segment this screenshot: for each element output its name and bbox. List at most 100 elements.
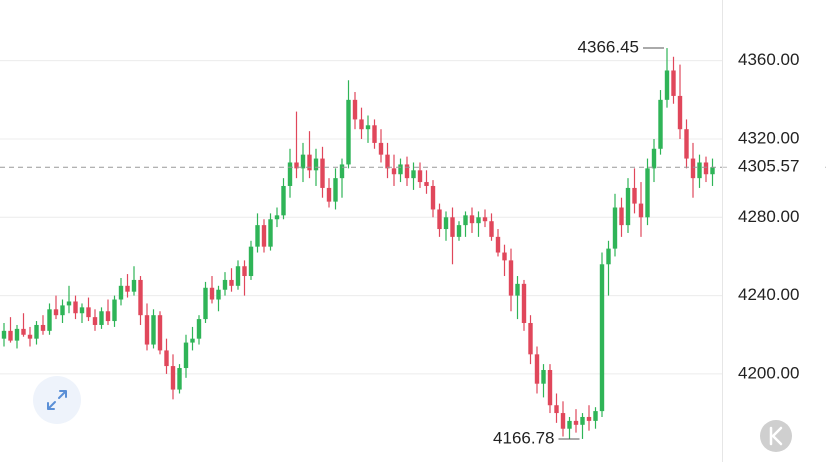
candle-body (411, 170, 416, 179)
candle-body (281, 185, 286, 216)
y-tick-label: 4360.00 (738, 50, 799, 69)
candle-body (612, 207, 618, 249)
candle-body (606, 248, 611, 265)
candle-body (378, 142, 384, 155)
candle-body (125, 285, 130, 292)
candle-body (157, 315, 163, 351)
y-tick-label: 4320.00 (738, 128, 799, 147)
candle-body (326, 187, 332, 202)
candle-body (502, 252, 507, 261)
expand-button-bg (33, 376, 81, 424)
candle-body (404, 164, 410, 179)
candle-body (86, 307, 91, 318)
candle-body (144, 315, 150, 345)
candle-body (671, 70, 676, 96)
min-price-label: 4166.78 (493, 428, 554, 447)
candle-body (625, 187, 631, 226)
candle-body (638, 203, 644, 218)
candle-body (307, 154, 312, 171)
candle-body (261, 225, 267, 247)
candle-body (346, 99, 351, 165)
candle-body (599, 264, 605, 412)
candle-body (398, 164, 403, 175)
candle-body (385, 154, 390, 169)
y-tick-label: 4200.00 (738, 363, 799, 382)
candle-body (391, 168, 397, 175)
candle-body (515, 283, 520, 296)
candle-body (248, 246, 254, 277)
candle-body (541, 369, 546, 384)
candle-body (34, 324, 39, 339)
candle-body (53, 309, 59, 316)
candle-body (573, 420, 579, 425)
candle-body (560, 413, 566, 429)
candle-body (534, 354, 540, 384)
candle-body (92, 317, 98, 325)
candle-body (105, 311, 111, 322)
candle-body (697, 162, 702, 179)
candle-body (190, 338, 195, 343)
candle-body (79, 307, 85, 314)
candle-body (131, 279, 137, 292)
candle-body (476, 217, 481, 224)
candle-body (619, 207, 624, 226)
candle-body (170, 366, 176, 390)
candle-body (21, 328, 26, 335)
candle-body (229, 279, 234, 286)
candle-body (27, 334, 33, 339)
candle-body (417, 170, 423, 183)
candle-body (684, 129, 689, 159)
candle-body (450, 217, 455, 237)
candle-body (352, 99, 358, 120)
candle-body (495, 236, 501, 253)
candle-body (73, 301, 78, 314)
candle-body (469, 215, 475, 224)
candle-body (658, 99, 663, 149)
candle-body (60, 305, 65, 316)
candle-body (567, 420, 572, 429)
candle-body (456, 225, 462, 237)
candle-body (365, 125, 371, 130)
candle-body (664, 70, 670, 100)
candle-body (586, 416, 592, 421)
last-price-label: 4305.57 (738, 157, 799, 176)
candle-body (222, 279, 228, 290)
candle-body (294, 162, 299, 169)
last-price-bg (730, 155, 825, 180)
candle-body (235, 266, 241, 286)
candle-body (177, 368, 182, 390)
candle-body (424, 182, 429, 186)
k-button-bg (760, 420, 792, 452)
candle-body (359, 119, 364, 130)
candle-body (690, 158, 696, 179)
expand-button[interactable] (33, 376, 81, 424)
candle-body (482, 217, 488, 222)
candle-body (66, 301, 72, 306)
candle-body (547, 369, 553, 406)
candle-body (703, 162, 709, 175)
candle-body (14, 328, 20, 341)
candle-body (1, 330, 7, 339)
candle-body (268, 219, 273, 247)
candle-body (118, 285, 124, 300)
candle-body (333, 178, 338, 202)
candle-body (320, 158, 325, 188)
candle-body (138, 279, 143, 316)
k-button[interactable] (760, 420, 792, 452)
max-price-label: 4366.45 (578, 38, 639, 57)
candle-body (287, 162, 293, 186)
candle-body (645, 168, 650, 218)
candle-body (183, 342, 189, 369)
candle-body (372, 125, 377, 143)
candle-body (313, 158, 319, 171)
candle-body (528, 323, 533, 355)
candle-body (274, 215, 280, 220)
candle-body (40, 324, 46, 331)
candle-body (677, 95, 683, 130)
candle-body (710, 167, 715, 175)
candle-body (430, 185, 436, 210)
candle-body (437, 209, 442, 230)
candle-body (216, 289, 221, 300)
candle-body (521, 283, 527, 324)
